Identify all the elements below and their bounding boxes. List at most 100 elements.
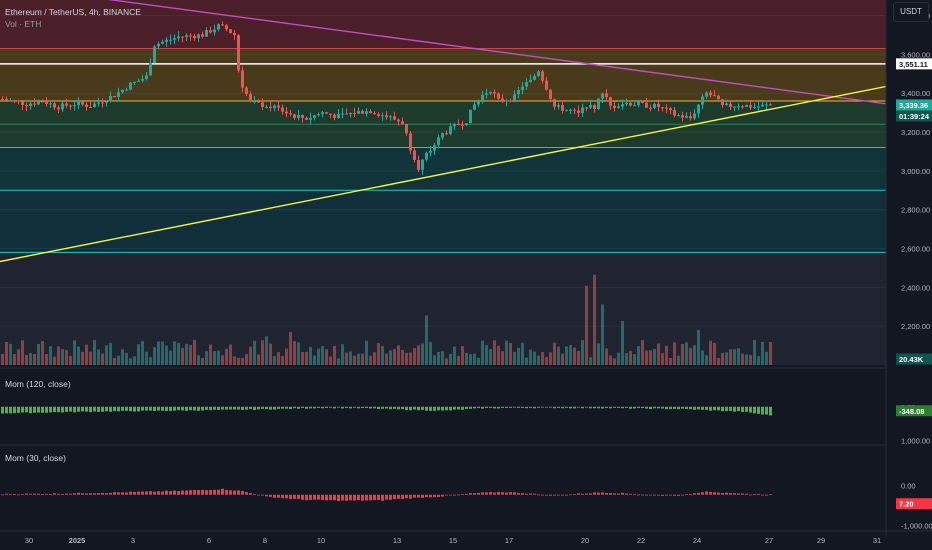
candle-body	[193, 35, 196, 39]
momentum-bar	[409, 406, 412, 411]
volume-bar	[237, 357, 240, 365]
candle	[361, 109, 364, 115]
candle-body	[337, 113, 340, 118]
momentum-bar	[365, 406, 368, 408]
candle	[325, 111, 328, 114]
candle	[665, 104, 668, 114]
symbol-title[interactable]: Ethereum / TetherUS, 4h, BINANCE	[5, 7, 141, 17]
volume-bar	[641, 340, 644, 365]
candle-body	[761, 104, 764, 107]
momentum-bar	[505, 492, 508, 495]
candle	[441, 132, 444, 141]
momentum-bar	[253, 494, 256, 496]
candle-body	[401, 121, 404, 125]
momentum-bar	[345, 494, 348, 501]
price-tick-label: 3,200.00	[901, 128, 930, 137]
momentum-bar	[709, 491, 712, 495]
candle	[285, 107, 288, 118]
volume-bar	[445, 358, 448, 365]
volume-bar	[177, 342, 180, 365]
candle-body	[705, 92, 708, 97]
momentum-bar	[29, 406, 32, 414]
momentum-bar	[285, 406, 288, 409]
candle-body	[117, 92, 120, 98]
momentum-bar	[613, 493, 616, 495]
volume-bar	[625, 352, 628, 365]
momentum-bar	[457, 406, 460, 410]
candle-body	[409, 133, 412, 151]
momentum-bar	[393, 406, 396, 409]
candle-body	[237, 35, 240, 71]
candle	[445, 130, 448, 136]
candle	[153, 44, 156, 64]
momentum-bar	[277, 494, 280, 498]
time-tick-label: 30	[25, 536, 33, 545]
volume-bar	[561, 353, 564, 365]
candle-body	[161, 41, 164, 44]
momentum-bar	[657, 406, 660, 409]
momentum-bar	[165, 406, 168, 411]
volume-bar	[737, 348, 740, 365]
momentum-bar	[369, 494, 372, 501]
candle	[185, 33, 188, 41]
momentum-bar	[145, 491, 148, 495]
momentum-bar	[169, 406, 172, 411]
momentum-bar	[113, 492, 116, 495]
momentum-bar	[573, 494, 576, 496]
candle	[61, 101, 64, 112]
time-tick-label: 6	[207, 536, 211, 545]
candle	[561, 100, 564, 114]
momentum-bar	[185, 406, 188, 411]
momentum-bar	[617, 493, 620, 495]
momentum-bar	[765, 494, 768, 496]
time-tick-label: 31	[873, 536, 881, 545]
momentum-bar	[521, 493, 524, 495]
momentum-bar	[245, 492, 248, 495]
candle-body	[253, 101, 256, 103]
momentum-bar	[425, 406, 428, 411]
momentum-bar	[209, 489, 212, 495]
momentum-bar	[385, 406, 388, 409]
momentum-bar	[173, 490, 176, 495]
candle-body	[373, 113, 376, 115]
candle-body	[513, 94, 516, 101]
currency-selector[interactable]: USDT	[893, 2, 929, 22]
grid	[0, 15, 886, 327]
momentum-bar	[397, 406, 400, 410]
momentum-bar	[693, 493, 696, 495]
mom30-label[interactable]: Mom (30, close)	[5, 453, 66, 463]
candle	[297, 109, 300, 121]
momentum-bar	[225, 489, 228, 495]
momentum-bar	[353, 406, 356, 408]
candle-body	[753, 106, 756, 108]
candle	[165, 37, 168, 47]
volume-label[interactable]: Vol · ETH	[5, 19, 42, 29]
candle-body	[437, 137, 440, 146]
zone-teal-upper	[0, 147, 886, 191]
candle-body	[221, 24, 224, 26]
candle-body	[561, 105, 564, 111]
momentum-bar	[33, 406, 36, 413]
volume-bar	[721, 352, 724, 365]
momentum-bar	[581, 406, 584, 409]
candle-body	[577, 110, 580, 114]
candle	[25, 102, 28, 112]
candle-body	[597, 98, 600, 110]
volume-bar	[289, 332, 292, 365]
mom120-label[interactable]: Mom (120, close)	[5, 379, 71, 389]
momentum-bar	[345, 406, 348, 408]
candle-body	[241, 70, 244, 88]
momentum-bar	[493, 492, 496, 495]
candle	[329, 113, 332, 119]
momentum-bar	[221, 488, 224, 495]
momentum-bar	[9, 406, 12, 414]
momentum-bar	[297, 494, 300, 499]
candle	[217, 23, 220, 32]
momentum-bar	[13, 494, 16, 495]
momentum-bar	[685, 406, 688, 409]
volume-bar	[753, 339, 756, 365]
momentum-bar	[117, 406, 120, 412]
candle-body	[77, 101, 80, 106]
volume-bar	[53, 356, 56, 365]
